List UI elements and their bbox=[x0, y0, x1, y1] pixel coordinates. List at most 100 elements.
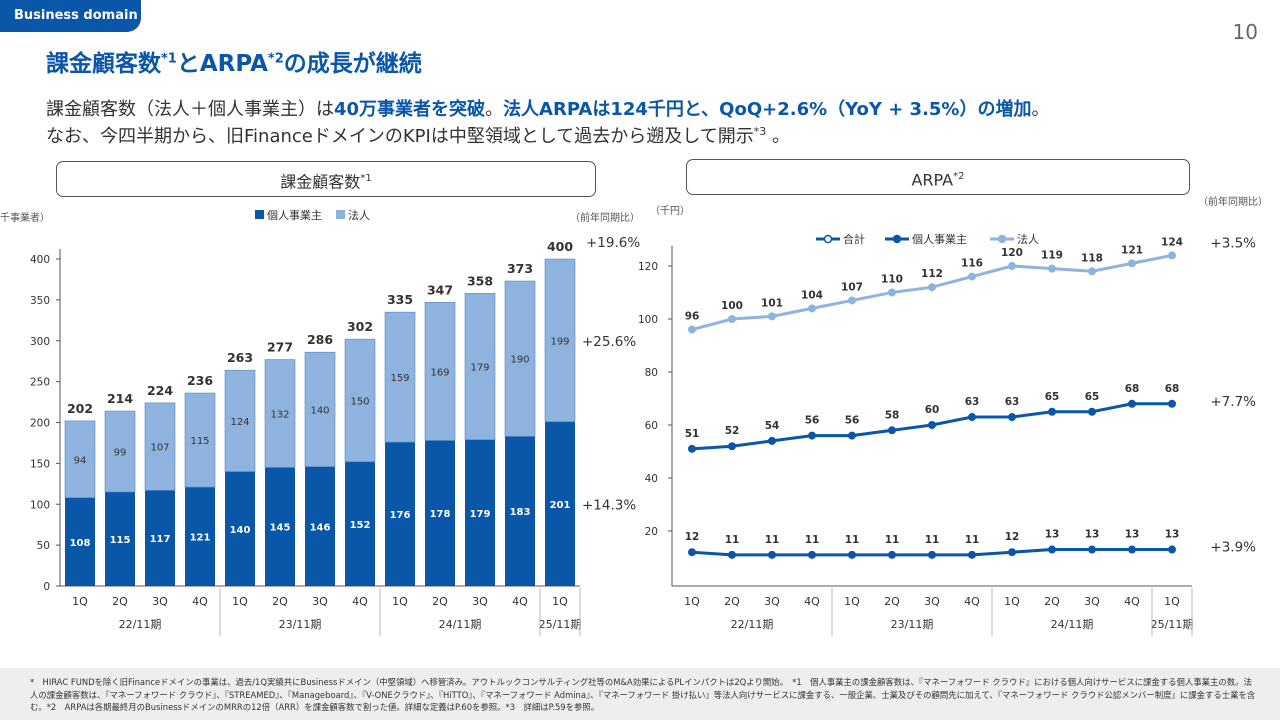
line-label-individual: 11 bbox=[765, 534, 780, 546]
bar-individual bbox=[425, 440, 455, 586]
line-legend-marker bbox=[823, 234, 833, 244]
line-label-individual: 11 bbox=[805, 534, 820, 546]
bar-label-total: 302 bbox=[347, 319, 373, 334]
line-point-total bbox=[928, 421, 936, 429]
line-label-corporate: 124 bbox=[1161, 236, 1183, 248]
bar-label-individual: 201 bbox=[550, 500, 571, 511]
bar-y-tick-label: 0 bbox=[43, 581, 50, 593]
bar-corporate bbox=[544, 258, 576, 422]
line-x-tick-label: 3Q bbox=[764, 595, 780, 608]
bar-y-tick-label: 50 bbox=[37, 540, 50, 552]
bar-yoy-individual: +14.3% bbox=[582, 497, 636, 513]
bar-corporate bbox=[104, 410, 136, 493]
customers-section-header: 課金顧客数*1 bbox=[56, 161, 596, 197]
bar-individual bbox=[385, 442, 415, 586]
line-label-total: 63 bbox=[1005, 396, 1020, 408]
bar-label-total: 286 bbox=[307, 332, 333, 347]
line-x-tick-label: 1Q bbox=[1004, 595, 1020, 608]
bar-label-individual: 117 bbox=[150, 534, 171, 545]
bar-label-corporate: 99 bbox=[114, 448, 127, 459]
bar-corporate bbox=[264, 359, 296, 468]
bar-individual bbox=[345, 461, 375, 586]
bar-y-tick-label: 400 bbox=[30, 254, 50, 266]
line-label-total: 65 bbox=[1085, 391, 1100, 403]
bar-x-tick-label: 1Q bbox=[552, 595, 568, 608]
subtitle-line-2: なお、今四半期から、旧FinanceドメインのKPIは中堅領域として過去から遡及… bbox=[46, 122, 790, 148]
bar-y-tick-label: 200 bbox=[30, 418, 50, 430]
line-point-total bbox=[768, 436, 776, 445]
line-point-total bbox=[1168, 399, 1176, 408]
line-point-individual bbox=[848, 550, 856, 559]
line-point-total bbox=[848, 431, 856, 440]
line-point-corporate bbox=[848, 296, 856, 305]
line-point-total bbox=[1008, 413, 1016, 422]
domain-tag: Business domain bbox=[0, 0, 141, 32]
legend-swatch-individual bbox=[255, 210, 264, 219]
charts-canvas: （千事業者）（前年同期比）個人事業主法人05010015020025030035… bbox=[0, 195, 1268, 636]
bar-yoy-label: （前年同期比） bbox=[570, 211, 640, 224]
line-y-tick-label: 20 bbox=[645, 526, 658, 538]
bar-x-tick-label: 4Q bbox=[512, 595, 528, 608]
legend-label-corporate: 法人 bbox=[348, 208, 370, 222]
line-point-corporate bbox=[888, 288, 896, 297]
bar-corporate bbox=[464, 293, 496, 440]
bar-label-total: 358 bbox=[467, 273, 493, 288]
bar-group-label: 25/11期 bbox=[539, 618, 582, 631]
line-label-total: 58 bbox=[885, 409, 900, 421]
bar-label-total: 214 bbox=[107, 391, 133, 406]
line-label-corporate: 118 bbox=[1081, 252, 1103, 264]
line-series-corporate bbox=[691, 253, 1173, 332]
line-unit-label: （千円） bbox=[650, 205, 690, 217]
subtitle-1b: 40万事業者を突破 bbox=[334, 99, 486, 120]
line-point-total bbox=[728, 442, 736, 451]
line-label-total: 68 bbox=[1165, 383, 1180, 395]
bar-x-tick-label: 2Q bbox=[112, 595, 128, 608]
bar-individual bbox=[305, 466, 335, 586]
line-x-tick-label: 2Q bbox=[884, 595, 900, 608]
bar-individual bbox=[465, 439, 495, 586]
line-point-individual bbox=[768, 550, 776, 559]
line-point-total bbox=[1048, 407, 1056, 416]
bar-label-total: 373 bbox=[507, 261, 533, 276]
bar-label-individual: 179 bbox=[470, 509, 491, 520]
line-label-individual: 13 bbox=[1085, 529, 1100, 541]
subtitle-1c: 。 bbox=[485, 99, 504, 120]
bar-x-tick-label: 4Q bbox=[352, 595, 368, 608]
line-point-individual bbox=[728, 550, 736, 559]
line-y-tick-label: 100 bbox=[638, 314, 658, 326]
line-label-corporate: 121 bbox=[1121, 244, 1143, 256]
bar-label-individual: 115 bbox=[110, 535, 131, 546]
line-label-corporate: 101 bbox=[761, 297, 783, 309]
line-y-tick-label: 120 bbox=[638, 261, 658, 273]
bar-y-tick-label: 300 bbox=[30, 336, 50, 348]
line-point-total bbox=[968, 413, 976, 422]
bar-x-tick-label: 2Q bbox=[272, 595, 288, 608]
line-point-corporate bbox=[1088, 267, 1096, 276]
subtitle-2-sup: *3 bbox=[753, 125, 767, 138]
line-point-total bbox=[888, 426, 896, 435]
bar-label-corporate: 107 bbox=[150, 443, 169, 454]
line-group-label: 22/11期 bbox=[731, 618, 774, 631]
line-legend-label: 個人事業主 bbox=[912, 233, 967, 246]
bar-y-tick-label: 100 bbox=[30, 499, 50, 511]
line-point-corporate bbox=[928, 283, 936, 292]
line-x-tick-label: 2Q bbox=[724, 595, 740, 608]
line-label-total: 63 bbox=[965, 396, 980, 408]
line-point-corporate bbox=[968, 272, 976, 281]
line-label-total: 56 bbox=[805, 415, 820, 427]
customers-header-sup: *1 bbox=[360, 173, 372, 184]
bar-label-corporate: 190 bbox=[510, 355, 529, 366]
bar-label-individual: 183 bbox=[510, 507, 531, 518]
line-label-individual: 11 bbox=[925, 534, 940, 546]
line-label-total: 65 bbox=[1045, 391, 1060, 403]
bar-x-tick-label: 1Q bbox=[392, 595, 408, 608]
bar-corporate bbox=[304, 351, 336, 467]
bar-x-tick-label: 4Q bbox=[192, 595, 208, 608]
line-point-corporate bbox=[1128, 259, 1136, 268]
line-x-tick-label: 4Q bbox=[964, 595, 980, 608]
line-point-individual bbox=[928, 550, 936, 559]
bar-individual bbox=[545, 421, 575, 586]
line-y-tick-label: 60 bbox=[645, 420, 658, 432]
bar-group-label: 22/11期 bbox=[119, 618, 162, 631]
line-point-corporate bbox=[1048, 264, 1056, 273]
